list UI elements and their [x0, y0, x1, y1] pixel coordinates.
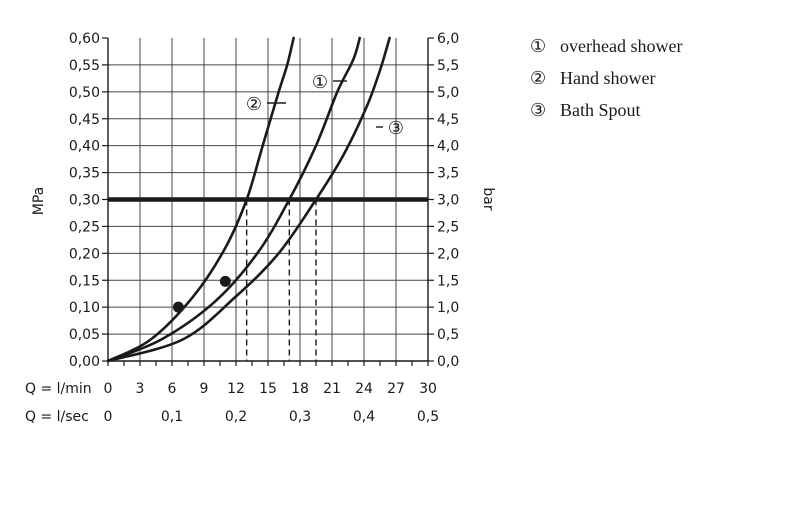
legend-item-overhead-shower: ① overhead shower: [530, 36, 682, 56]
y-right-tick-label: 4,0: [437, 139, 459, 155]
y-right-tick-label: 5,5: [437, 58, 459, 74]
y-right-tick-label: 6,0: [437, 31, 459, 47]
y-left-tick-label: 0,25: [69, 219, 100, 235]
series-line-bath-spout: [106, 36, 391, 363]
x-primary-tick-label: 30: [419, 381, 437, 397]
series-marker-label: ②: [246, 94, 286, 114]
y-right-tick-label: 0,0: [437, 354, 459, 370]
y-left-tick-label: 0,45: [69, 112, 100, 128]
y-left-tick-label: 0,40: [69, 139, 100, 155]
series-marker-text: ③: [388, 118, 404, 138]
y-right-tick-label: 0,5: [437, 327, 459, 343]
x-primary-tick-label: 18: [291, 381, 309, 397]
y-right-tick-label: 4,5: [437, 112, 459, 128]
x-primary-tick-label: 9: [200, 381, 209, 397]
y-left-tick-label: 0,10: [69, 300, 100, 316]
legend-marker: ②: [530, 68, 546, 88]
y-left-tick-label: 0,20: [69, 246, 100, 262]
x-axis-primary-label: Q = l/min: [25, 381, 92, 397]
series-marker-text: ②: [246, 94, 262, 114]
x-primary-tick-label: 27: [387, 381, 405, 397]
legend: ① overhead shower ② Hand shower ③ Bath S…: [530, 36, 682, 120]
x-primary-tick-label: 12: [227, 381, 245, 397]
x-secondary-tick-label: 0: [104, 409, 113, 425]
y-left-tick-label: 0,35: [69, 166, 100, 182]
x-primary-tick-label: 15: [259, 381, 277, 397]
legend-item-hand-shower: ② Hand shower: [530, 68, 655, 88]
x-axis-secondary-label: Q = l/sec: [25, 409, 89, 425]
x-secondary-tick-label: 0,2: [225, 409, 247, 425]
series-marker-label: ①: [312, 72, 347, 92]
x-primary-tick-label: 6: [168, 381, 177, 397]
highlight-point: [219, 275, 231, 287]
annotations: ① ② ③: [108, 72, 428, 361]
x-secondary-tick-label: 0,4: [353, 409, 375, 425]
y-axis-left-label: MPa: [31, 187, 47, 215]
legend-label: Bath Spout: [560, 100, 641, 120]
highlight-point: [172, 301, 184, 313]
y-right-tick-label: 1,0: [437, 300, 459, 316]
x-secondary-tick-label: 0,5: [417, 409, 439, 425]
legend-marker: ①: [530, 36, 546, 56]
y-left-tick-label: 0,60: [69, 31, 100, 47]
legend-marker: ③: [530, 100, 546, 120]
series-marker-label: ③: [376, 118, 404, 138]
tick-labels: 0,600,550,500,450,400,350,300,250,200,15…: [69, 31, 459, 425]
grid: [108, 38, 428, 361]
y-right-tick-label: 3,5: [437, 166, 459, 182]
y-left-tick-label: 0,00: [69, 354, 100, 370]
legend-item-bath-spout: ③ Bath Spout: [530, 100, 641, 120]
y-right-tick-label: 3,0: [437, 193, 459, 209]
y-left-tick-label: 0,55: [69, 58, 100, 74]
y-right-tick-label: 1,5: [437, 273, 459, 289]
x-primary-tick-label: 21: [323, 381, 341, 397]
y-right-tick-label: 2,0: [437, 246, 459, 262]
x-primary-tick-label: 24: [355, 381, 373, 397]
y-right-tick-label: 5,0: [437, 85, 459, 101]
x-secondary-tick-label: 0,1: [161, 409, 183, 425]
y-left-tick-label: 0,30: [69, 193, 100, 209]
y-right-tick-label: 2,5: [437, 219, 459, 235]
x-secondary-tick-label: 0,3: [289, 409, 311, 425]
y-left-tick-label: 0,05: [69, 327, 100, 343]
legend-label: overhead shower: [560, 36, 682, 56]
x-primary-tick-label: 3: [136, 381, 145, 397]
x-primary-tick-label: 0: [104, 381, 113, 397]
y-axis-right-label: bar: [480, 187, 496, 210]
y-left-tick-label: 0,50: [69, 85, 100, 101]
y-left-tick-label: 0,15: [69, 273, 100, 289]
series-marker-text: ①: [312, 72, 328, 92]
legend-label: Hand shower: [560, 68, 655, 88]
